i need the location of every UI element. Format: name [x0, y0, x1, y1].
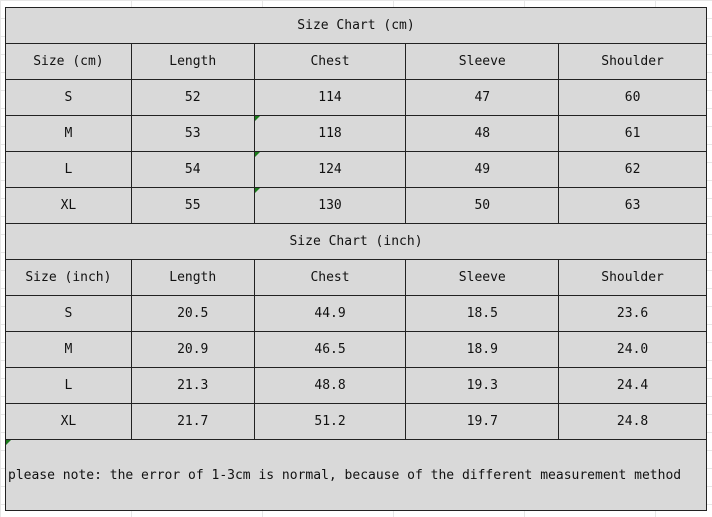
table-row: L 54 124 49 62	[5, 151, 707, 188]
table-cell[interactable]: 55	[130, 187, 255, 224]
table-cell[interactable]: 54	[130, 151, 255, 188]
table-cell[interactable]: L	[5, 151, 132, 188]
column-header[interactable]: Size (cm)	[5, 43, 132, 80]
table-cell[interactable]: 53	[130, 115, 255, 152]
table-cell[interactable]: 44.9	[253, 295, 407, 332]
table-cell[interactable]: 18.9	[405, 331, 560, 368]
table-cell[interactable]: 46.5	[253, 331, 407, 368]
table-title[interactable]: Size Chart (cm)	[5, 7, 707, 44]
table-title[interactable]: Size Chart (inch)	[5, 223, 707, 260]
column-header[interactable]: Shoulder	[558, 259, 707, 296]
column-header[interactable]: Length	[130, 259, 255, 296]
table-cell[interactable]: 60	[558, 79, 707, 116]
table-cell[interactable]: 19.3	[405, 367, 560, 404]
table-cell[interactable]: 23.6	[558, 295, 707, 332]
table-cell[interactable]: 47	[405, 79, 560, 116]
table-cell[interactable]: 130	[253, 187, 407, 224]
size-chart-table: Size Chart (cm) Size (cm) Length Chest Sleev…	[5, 7, 707, 511]
table-cell[interactable]: 61	[558, 115, 707, 152]
table-cell[interactable]: 18.5	[405, 295, 560, 332]
table-cell[interactable]: 24.4	[558, 367, 707, 404]
column-header[interactable]: Chest	[253, 259, 407, 296]
column-header[interactable]: Sleeve	[405, 43, 560, 80]
table-cell[interactable]: 24.8	[558, 403, 707, 440]
table-cell[interactable]: 62	[558, 151, 707, 188]
table-cell[interactable]: 21.3	[130, 367, 255, 404]
note-row: please note: the error of 1-3cm is norma…	[5, 439, 707, 511]
table-cell[interactable]: 124	[253, 151, 407, 188]
table-row: XL 21.7 51.2 19.7 24.8	[5, 403, 707, 440]
table-row: L 21.3 48.8 19.3 24.4	[5, 367, 707, 404]
table-cell[interactable]: 21.7	[130, 403, 255, 440]
table-cell[interactable]: 20.9	[130, 331, 255, 368]
table-cell[interactable]: L	[5, 367, 132, 404]
table-cell[interactable]: M	[5, 331, 132, 368]
header-row: Size (inch) Length Chest Sleeve Shoulder	[5, 259, 707, 296]
table-row: M 53 118 48 61	[5, 115, 707, 152]
note-cell[interactable]: please note: the error of 1-3cm is norma…	[5, 439, 707, 511]
table-cell[interactable]: XL	[5, 187, 132, 224]
table-cell[interactable]: S	[5, 79, 132, 116]
table-cell[interactable]: 48.8	[253, 367, 407, 404]
table-row: S 52 114 47 60	[5, 79, 707, 116]
column-header[interactable]: Length	[130, 43, 255, 80]
column-header[interactable]: Shoulder	[558, 43, 707, 80]
title-row: Size Chart (cm)	[5, 7, 707, 44]
header-row: Size (cm) Length Chest Sleeve Shoulder	[5, 43, 707, 80]
table-cell[interactable]: 19.7	[405, 403, 560, 440]
table-cell[interactable]: 49	[405, 151, 560, 188]
table-row: XL 55 130 50 63	[5, 187, 707, 224]
table-cell[interactable]: 48	[405, 115, 560, 152]
table-cell[interactable]: 50	[405, 187, 560, 224]
title-row: Size Chart (inch)	[5, 223, 707, 260]
table-cell[interactable]: 114	[253, 79, 407, 116]
column-header[interactable]: Chest	[253, 43, 407, 80]
table-cell[interactable]: 118	[253, 115, 407, 152]
table-cell[interactable]: M	[5, 115, 132, 152]
table-cell[interactable]: 24.0	[558, 331, 707, 368]
table-cell[interactable]: S	[5, 295, 132, 332]
table-cell[interactable]: 51.2	[253, 403, 407, 440]
table-cell[interactable]: 63	[558, 187, 707, 224]
column-header[interactable]: Size (inch)	[5, 259, 132, 296]
table-row: M 20.9 46.5 18.9 24.0	[5, 331, 707, 368]
table-cell[interactable]: XL	[5, 403, 132, 440]
table-cell[interactable]: 20.5	[130, 295, 255, 332]
table-row: S 20.5 44.9 18.5 23.6	[5, 295, 707, 332]
table-cell[interactable]: 52	[130, 79, 255, 116]
column-header[interactable]: Sleeve	[405, 259, 560, 296]
